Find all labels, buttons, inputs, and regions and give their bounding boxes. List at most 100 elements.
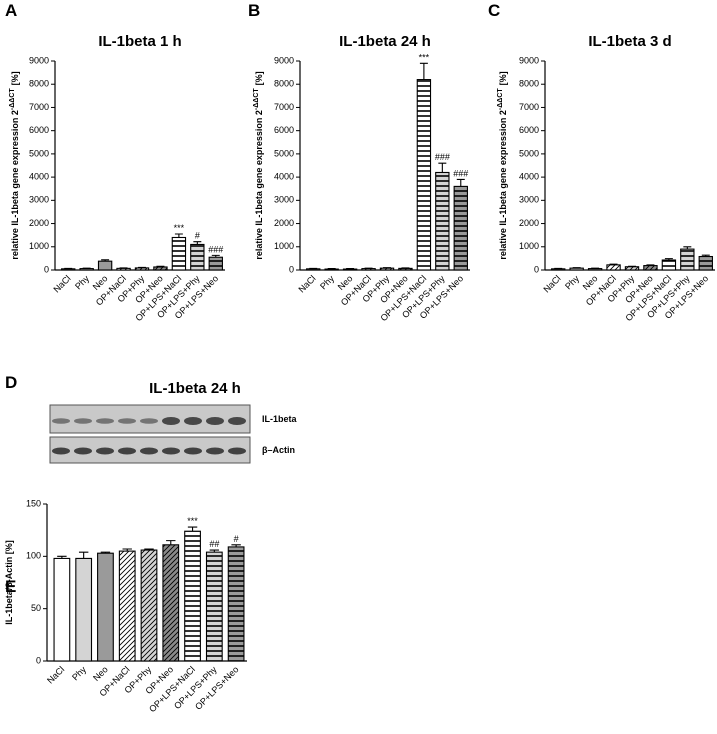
bar — [153, 266, 168, 271]
blot-band — [206, 417, 224, 425]
x-tick-label: NaCl — [296, 273, 317, 294]
y-tick-label: 7000 — [29, 102, 49, 112]
y-axis-label: relative IL-1beta gene expression 2-ΔΔCT… — [9, 71, 20, 259]
y-axis-label: relative IL-1beta gene expression 2-ΔΔCT… — [497, 71, 508, 259]
y-axis-label-text: IL-1beta/β-Actin [%] — [4, 540, 14, 625]
bar — [205, 551, 223, 662]
y-tick-label: 6000 — [274, 125, 294, 135]
blot-band — [140, 447, 158, 455]
y-tick-label: 2000 — [29, 218, 49, 228]
error-bar — [456, 178, 465, 187]
panel-label: C — [488, 1, 500, 20]
error-bar — [664, 258, 673, 261]
error-bar — [78, 551, 89, 559]
significance-label: ## — [209, 539, 219, 549]
blot-band — [96, 447, 114, 455]
y-tick-label: 0 — [44, 264, 49, 274]
error-bar — [187, 526, 198, 532]
significance-label: # — [234, 534, 239, 544]
significance-label: *** — [419, 52, 430, 62]
y-tick-label: 7000 — [519, 102, 539, 112]
blot-band — [228, 447, 246, 455]
y-axis-label: relative IL-1beta gene expression 2-ΔΔCT… — [253, 71, 264, 259]
error-bar — [193, 241, 202, 245]
x-tick-label: NaCl — [45, 664, 66, 685]
bar — [698, 255, 713, 271]
blot-band — [184, 417, 202, 425]
blot-band — [162, 447, 180, 455]
y-tick-label: 8000 — [519, 79, 539, 89]
y-axis-label-text: relative IL-1beta gene expression 2 — [254, 110, 264, 260]
bar — [551, 268, 566, 271]
error-bar — [101, 259, 110, 262]
y-tick-label: 3000 — [29, 195, 49, 205]
y-tick-label: 2000 — [274, 218, 294, 228]
y-tick-label: 1000 — [274, 241, 294, 251]
bar — [190, 243, 205, 271]
x-tick-label: NaCl — [51, 273, 72, 294]
y-axis-label-unit: [%] — [254, 71, 264, 85]
y-axis-label-sup: -ΔΔCT — [497, 88, 504, 110]
blot-band — [52, 418, 70, 424]
x-tick-label: Phy — [563, 273, 581, 291]
y-tick-label: 0 — [534, 264, 539, 274]
y-tick-label: 9000 — [519, 55, 539, 65]
y-tick-label: 2000 — [519, 218, 539, 228]
bar — [116, 267, 131, 271]
error-bar — [144, 548, 154, 551]
y-tick-label: 0 — [289, 264, 294, 274]
panel-label: D — [5, 373, 17, 392]
y-tick-label: 5000 — [519, 148, 539, 158]
y-tick-label: 50 — [31, 603, 41, 613]
bar — [184, 530, 201, 662]
bar — [435, 171, 450, 271]
bar — [453, 185, 468, 271]
blot-band — [118, 418, 136, 424]
blot-band — [140, 418, 158, 424]
blot-band — [52, 447, 70, 455]
y-axis-label-unit: [%] — [498, 71, 508, 85]
bar — [606, 264, 621, 271]
panel-label: E — [5, 577, 16, 596]
chart-title: IL-1beta 24 h — [339, 33, 431, 50]
bar — [61, 268, 76, 271]
y-tick-label: 9000 — [29, 55, 49, 65]
significance-label: # — [195, 231, 200, 241]
y-tick-label: 3000 — [519, 195, 539, 205]
y-tick-label: 1000 — [519, 241, 539, 251]
bar — [227, 546, 245, 662]
bar — [97, 260, 113, 271]
bar — [379, 267, 395, 271]
y-axis-label-text: relative IL-1beta gene expression 2 — [10, 110, 20, 260]
blot-band — [118, 447, 136, 455]
y-tick-label: 150 — [26, 498, 41, 508]
bar — [624, 266, 640, 271]
bar — [53, 557, 71, 662]
bar — [587, 268, 603, 271]
error-bar — [122, 548, 132, 552]
blot-band — [74, 447, 92, 455]
bar — [171, 236, 187, 271]
y-tick-label: 3000 — [274, 195, 294, 205]
error-bar — [211, 254, 220, 258]
blot-band — [162, 417, 180, 425]
bar — [134, 267, 150, 271]
bar — [643, 265, 658, 271]
blot-row-label: β–Actin — [262, 445, 295, 455]
error-bar — [100, 551, 111, 554]
x-tick-label: Phy — [73, 273, 91, 291]
significance-label: *** — [174, 223, 185, 233]
bar — [162, 544, 180, 662]
error-bar — [57, 555, 67, 559]
blot-band — [206, 447, 224, 455]
bar — [416, 79, 432, 271]
bar — [79, 268, 94, 271]
y-tick-label: 100 — [26, 551, 41, 561]
error-bar — [609, 263, 618, 265]
blot-band — [96, 418, 114, 424]
y-tick-label: 8000 — [274, 79, 294, 89]
y-axis-label-sup: -ΔΔCT — [9, 88, 16, 110]
y-tick-label: 7000 — [274, 102, 294, 112]
